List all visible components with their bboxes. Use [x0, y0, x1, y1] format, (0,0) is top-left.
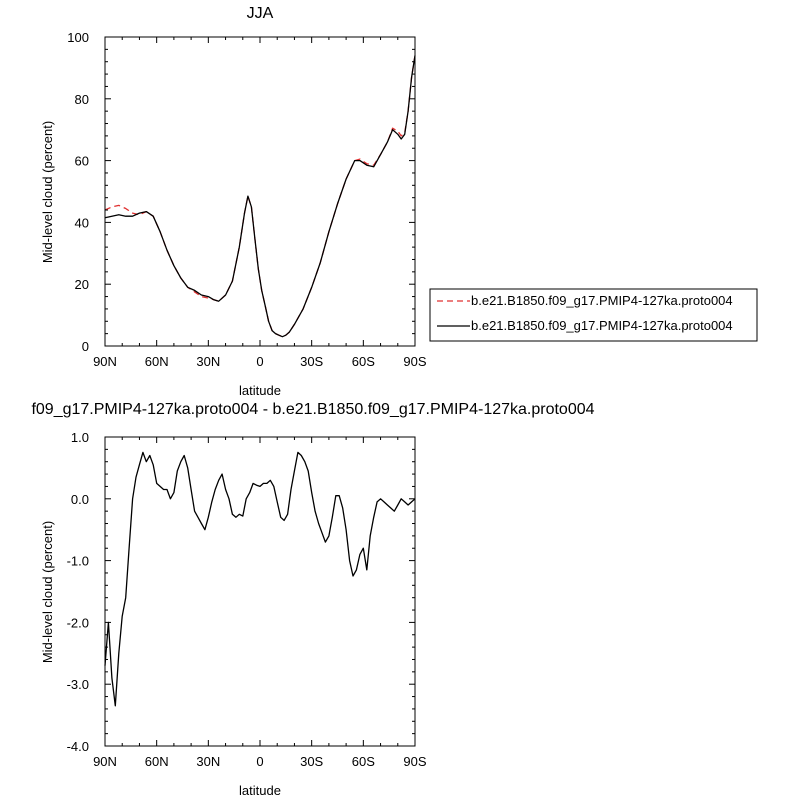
x-tick-label-0: 60S [352, 354, 375, 369]
plot-frame-0 [104, 36, 416, 347]
y-tick-label-1: -1.0 [67, 554, 89, 569]
x-tick-label-1: 60S [352, 754, 375, 769]
top-chart-title: JJA [247, 5, 274, 22]
legend-box [429, 288, 758, 342]
y-tick-label-1: -2.0 [67, 615, 89, 630]
top-axes: 90N 60N 30N 0 30S 60S 90S 0 20 40 60 80 100 [67, 30, 427, 369]
x-tick-label-0: 90N [93, 354, 117, 369]
x-tick-label-1: 0 [256, 754, 263, 769]
legend: b.e21.B1850.f09_g17.PMIP4-127ka.proto004… [429, 288, 758, 342]
bottom-axes: 90N 60N 30N 0 30S 60S 90S -4.0 -3.0 -2.0 -1.0 0.0 1.… [67, 430, 427, 769]
top-y-axis-label: Mid-level cloud (percent) [40, 121, 55, 263]
y-tick-label-0: 0 [82, 339, 89, 354]
bottom-y-axis-label: Mid-level cloud (percent) [40, 521, 55, 663]
y-tick-label-1: -4.0 [67, 739, 89, 754]
series-line-0-1 [104, 55, 416, 338]
top-series-group [104, 55, 416, 338]
x-tick-label-0: 60N [145, 354, 169, 369]
bottom-series-group [104, 451, 416, 707]
y-tick-label-0: 100 [67, 30, 89, 45]
plot-frame-1 [104, 436, 416, 747]
bottom-chart-title: f09_g17.PMIP4-127ka.proto004 - b.e21.B18… [31, 401, 594, 418]
y-tick-label-0: 40 [75, 215, 89, 230]
x-tick-label-1: 90N [93, 754, 117, 769]
x-tick-label-0: 30S [300, 354, 323, 369]
y-tick-label-0: 60 [75, 154, 89, 169]
y-tick-label-0: 80 [75, 92, 89, 107]
y-tick-label-1: 0.0 [71, 492, 89, 507]
series-line-0-0 [104, 55, 416, 338]
x-tick-label-1: 30N [196, 754, 220, 769]
x-tick-label-0: 90S [403, 354, 426, 369]
x-tick-label-1: 60N [145, 754, 169, 769]
y-tick-label-1: 1.0 [71, 430, 89, 445]
legend-label-red-dashed: b.e21.B1850.f09_g17.PMIP4-127ka.proto004 [471, 293, 733, 308]
bottom-x-axis-label: latitude [239, 783, 281, 798]
x-tick-label-0: 30N [196, 354, 220, 369]
y-tick-label-0: 20 [75, 277, 89, 292]
series-line-1-0 [104, 451, 416, 707]
bottom-panel: f09_g17.PMIP4-127ka.proto004 - b.e21.B18… [31, 401, 594, 798]
top-x-axis-label: latitude [239, 383, 281, 398]
x-tick-label-1: 90S [403, 754, 426, 769]
x-tick-label-0: 0 [256, 354, 263, 369]
top-panel: JJA Mid-level cloud (percent) latitude 9… [40, 5, 427, 398]
y-tick-label-1: -3.0 [67, 677, 89, 692]
x-tick-label-1: 30S [300, 754, 323, 769]
legend-label-black-solid: b.e21.B1850.f09_g17.PMIP4-127ka.proto004 [471, 318, 733, 333]
